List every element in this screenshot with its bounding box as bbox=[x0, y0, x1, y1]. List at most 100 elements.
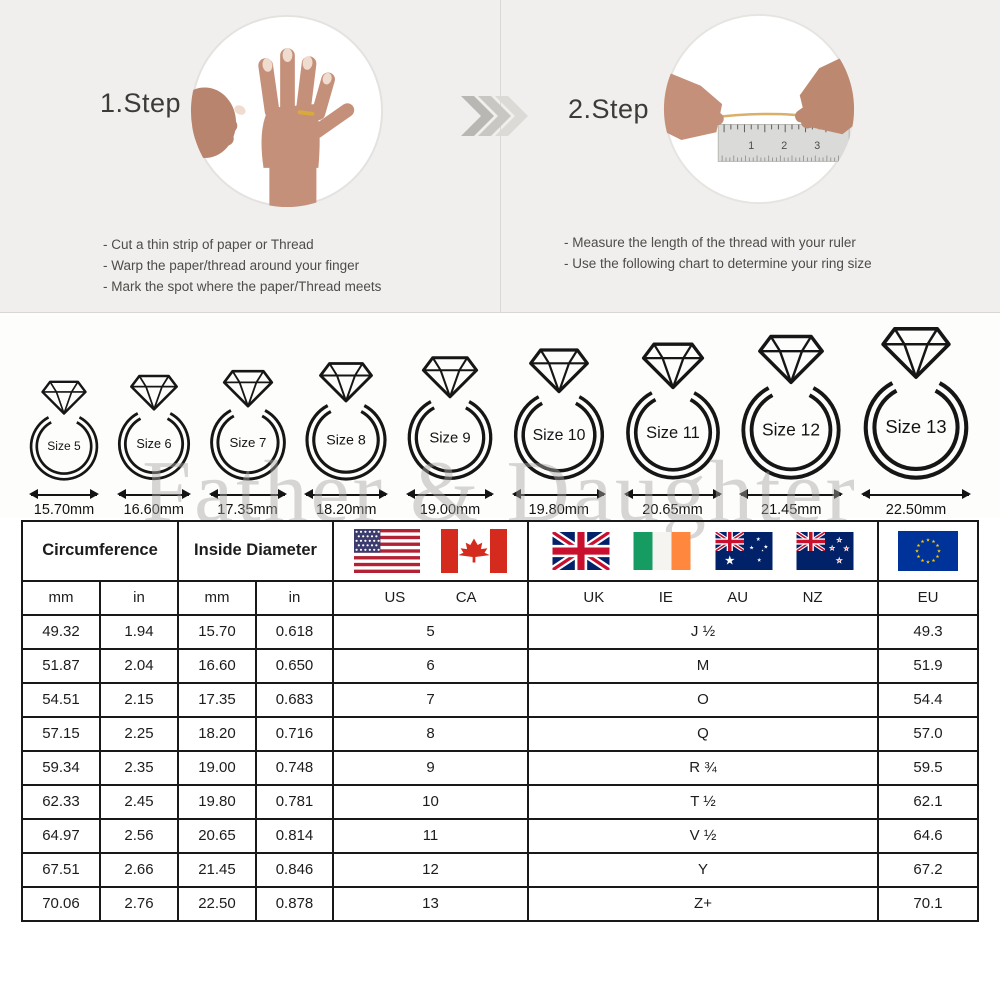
cell-us-ca-size: 6 bbox=[332, 647, 529, 684]
table-row: 54.51 2.15 17.35 0.683 7 O 54.4 bbox=[20, 681, 979, 718]
cell-uk-size: V ½ bbox=[527, 817, 879, 854]
diamond-ring-icon: Size 10 bbox=[509, 345, 609, 482]
cell-eu-size: 64.6 bbox=[877, 817, 979, 854]
cell-circumference-mm: 49.32 bbox=[20, 613, 101, 650]
table-subheader-row: mm in mm in US CA UK IE AU bbox=[20, 579, 979, 616]
cell-circumference-in: 2.04 bbox=[98, 647, 179, 684]
ring-figures-section: Size 5 15.70mm Size 6 16.60mm Size 7 bbox=[0, 313, 1000, 518]
hand-with-ring-photo bbox=[189, 13, 385, 209]
cell-us-ca-size: 13 bbox=[332, 885, 529, 922]
cell-circumference-in: 1.94 bbox=[98, 613, 179, 650]
cell-us-ca-size: 12 bbox=[332, 851, 529, 888]
diamond-ring-icon: Size 6 bbox=[114, 372, 194, 481]
ring-diameter-label: 21.45mm bbox=[761, 501, 822, 518]
cell-circumference-in: 2.35 bbox=[98, 749, 179, 786]
diameter-arrow-icon bbox=[29, 489, 99, 500]
diameter-arrow-icon bbox=[623, 489, 722, 500]
cell-eu-size: 70.1 bbox=[877, 885, 979, 922]
region-label-ca: CA bbox=[455, 589, 477, 607]
region-label-uk: UK bbox=[583, 589, 605, 607]
us-ca-region-labels: US CA bbox=[332, 579, 529, 616]
ring-size-table: Circumference Inside Diameter bbox=[20, 519, 979, 922]
cell-uk-size: J ½ bbox=[527, 613, 879, 650]
cell-diameter-mm: 22.50 bbox=[176, 885, 257, 922]
cell-circumference-in: 2.66 bbox=[98, 851, 179, 888]
eu-flag-cell bbox=[877, 519, 979, 582]
unit-label: mm bbox=[176, 579, 257, 616]
instruction-line: - Cut a thin strip of paper or Thread bbox=[103, 237, 314, 252]
diamond-ring-icon: Size 9 bbox=[403, 353, 497, 481]
unit-label: in bbox=[98, 579, 179, 616]
uk-flag-icon bbox=[552, 532, 610, 570]
ring-size-label: Size 9 bbox=[429, 430, 470, 446]
table-header-row: Circumference Inside Diameter bbox=[20, 519, 979, 582]
cell-circumference-in: 2.45 bbox=[98, 783, 179, 820]
cell-us-ca-size: 9 bbox=[332, 749, 529, 786]
svg-text:1: 1 bbox=[748, 140, 754, 152]
cell-uk-size: Y bbox=[527, 851, 879, 888]
us-flag-icon bbox=[354, 528, 421, 573]
cell-us-ca-size: 11 bbox=[332, 817, 529, 854]
cell-circumference-mm: 51.87 bbox=[20, 647, 101, 684]
cell-circumference-in: 2.76 bbox=[98, 885, 179, 922]
cell-diameter-in: 0.618 bbox=[254, 613, 335, 650]
cell-eu-size: 59.5 bbox=[877, 749, 979, 786]
ring-diameter-label: 18.20mm bbox=[316, 501, 377, 518]
cell-uk-size: O bbox=[527, 681, 879, 718]
cell-eu-size: 67.2 bbox=[877, 851, 979, 888]
circumference-header: Circumference bbox=[20, 519, 179, 582]
diamond-ring-icon: Size 13 bbox=[858, 323, 974, 482]
table-row: 62.33 2.45 19.80 0.781 10 T ½ 62.1 bbox=[20, 783, 979, 820]
ring-figure: Size 9 19.00mm bbox=[403, 353, 497, 518]
cell-diameter-in: 0.716 bbox=[254, 715, 335, 752]
cell-circumference-mm: 70.06 bbox=[20, 885, 101, 922]
nz-flag-icon bbox=[796, 531, 854, 570]
ring-size-label: Size 10 bbox=[532, 427, 585, 444]
cell-diameter-in: 0.748 bbox=[254, 749, 335, 786]
cell-diameter-mm: 15.70 bbox=[176, 613, 257, 650]
table-row: 49.32 1.94 15.70 0.618 5 J ½ 49.3 bbox=[20, 613, 979, 650]
diameter-arrow-icon bbox=[116, 489, 191, 500]
ring-size-label: Size 5 bbox=[47, 439, 81, 453]
cell-diameter-in: 0.683 bbox=[254, 681, 335, 718]
table-row: 57.15 2.25 18.20 0.716 8 Q 57.0 bbox=[20, 715, 979, 752]
ring-figure: Size 10 19.80mm bbox=[509, 345, 609, 518]
diameter-arrow-icon bbox=[511, 489, 606, 500]
cell-diameter-mm: 16.60 bbox=[176, 647, 257, 684]
measuring-steps-section: 1.Step bbox=[0, 0, 1000, 313]
cell-diameter-in: 0.781 bbox=[254, 783, 335, 820]
cell-circumference-mm: 64.97 bbox=[20, 817, 101, 854]
cell-diameter-mm: 20.65 bbox=[176, 817, 257, 854]
ring-diameter-label: 19.80mm bbox=[528, 501, 589, 518]
diamond-ring-icon: Size 12 bbox=[736, 331, 846, 481]
diamond-ring-icon: Size 5 bbox=[26, 378, 102, 482]
cell-eu-size: 54.4 bbox=[877, 681, 979, 718]
cell-diameter-mm: 19.00 bbox=[176, 749, 257, 786]
cell-circumference-mm: 57.15 bbox=[20, 715, 101, 752]
ring-diameter-label: 19.00mm bbox=[419, 501, 481, 518]
cell-uk-size: Z+ bbox=[527, 885, 879, 922]
table-row: 59.34 2.35 19.00 0.748 9 R ¾ 59.5 bbox=[20, 749, 979, 786]
cell-circumference-mm: 62.33 bbox=[20, 783, 101, 820]
step-2-instructions: - Measure the length of the thread with … bbox=[564, 232, 872, 274]
region-label-ie: IE bbox=[658, 589, 673, 607]
cell-diameter-in: 0.650 bbox=[254, 647, 335, 684]
svg-text:2: 2 bbox=[781, 140, 787, 152]
cell-eu-size: 57.0 bbox=[877, 715, 979, 752]
cell-circumference-mm: 54.51 bbox=[20, 681, 101, 718]
size-table-section: Circumference Inside Diameter bbox=[0, 519, 1000, 922]
table-row: 67.51 2.66 21.45 0.846 12 Y 67.2 bbox=[20, 851, 979, 888]
instruction-line: - Mark the spot where the paper/Thread m… bbox=[103, 279, 382, 294]
table-row: 70.06 2.76 22.50 0.878 13 Z+ 70.1 bbox=[20, 885, 979, 922]
uk-ie-au-nz-flags-cell bbox=[527, 519, 879, 582]
cell-circumference-in: 2.56 bbox=[98, 817, 179, 854]
region-label-nz: NZ bbox=[802, 589, 823, 607]
table-row: 51.87 2.04 16.60 0.650 6 M 51.9 bbox=[20, 647, 979, 684]
cell-eu-size: 49.3 bbox=[877, 613, 979, 650]
unit-label: in bbox=[254, 579, 335, 616]
cell-circumference-mm: 59.34 bbox=[20, 749, 101, 786]
region-label-au: AU bbox=[727, 589, 749, 607]
au-flag-icon bbox=[715, 531, 773, 570]
cell-circumference-in: 2.15 bbox=[98, 681, 179, 718]
